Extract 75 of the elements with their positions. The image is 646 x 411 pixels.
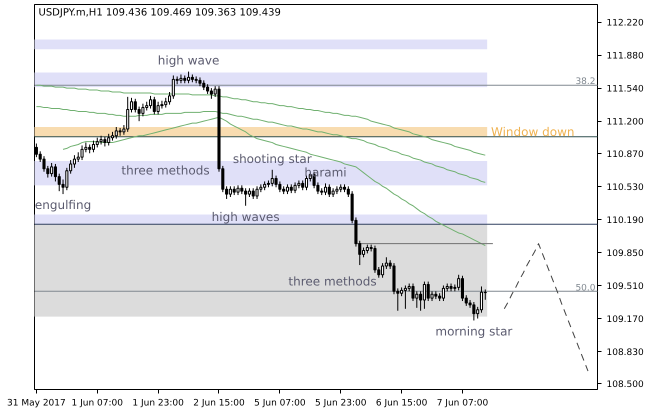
- candlestick: [278, 180, 282, 193]
- candlestick: [328, 184, 331, 198]
- x-tick-label: 31 May 2017: [7, 398, 66, 408]
- y-tick-label: 111.540: [606, 84, 644, 95]
- candlestick: [286, 184, 290, 195]
- y-tick-label: 110.190: [606, 216, 644, 226]
- candlestick: [304, 175, 308, 191]
- annotation: high wave: [158, 54, 220, 68]
- candlestick: [255, 186, 259, 200]
- x-tick-label: 2 Jun 15:00: [193, 398, 245, 408]
- candlestick: [202, 80, 206, 91]
- candlestick: [172, 74, 175, 100]
- x-tick-label: 5 Jun 23:00: [315, 398, 367, 408]
- candlestick: [152, 96, 156, 115]
- x-tick-label: 7 Jun 07:00: [436, 398, 488, 408]
- line-series: [36, 106, 486, 183]
- candlestick: [442, 284, 445, 302]
- candlestick: [301, 180, 304, 191]
- annotation: shooting star: [232, 152, 312, 166]
- annotation: engulfing: [34, 198, 92, 212]
- y-tick-label: 109.510: [606, 282, 644, 292]
- y-tick-label: 112.220: [606, 18, 644, 28]
- candlestick: [373, 245, 377, 274]
- y-tick-label: 109.170: [606, 315, 644, 326]
- y-tick-label: 108.500: [606, 380, 644, 390]
- annotation: 50.0: [575, 283, 596, 294]
- candlestick: [404, 284, 407, 310]
- y-tick-label: 110.530: [606, 182, 644, 193]
- candlestick: [103, 136, 106, 147]
- candlestick: [294, 182, 297, 194]
- x-tick-label: 6 Jun 15:00: [376, 398, 428, 408]
- y-tick-label: 108.830: [606, 348, 644, 358]
- candlestick: [156, 101, 160, 115]
- x-tick-label: 1 Jun 23:00: [132, 398, 184, 408]
- candlestick: [42, 156, 46, 172]
- candlestick: [480, 286, 484, 314]
- candlestick: [252, 188, 255, 200]
- annotation: three methods: [288, 274, 377, 288]
- candlestick: [270, 169, 274, 187]
- candlestick: [426, 281, 430, 302]
- candlestick: [80, 144, 84, 161]
- candlestick: [72, 154, 76, 168]
- annotation: high waves: [212, 210, 280, 224]
- candlestick: [228, 186, 232, 198]
- y-tick-label: 111.200: [606, 118, 644, 128]
- candlestick: [126, 96, 130, 132]
- candlestick: [460, 275, 464, 302]
- candlestick: [236, 184, 240, 196]
- candlestick: [92, 140, 96, 153]
- candlestick: [244, 188, 248, 206]
- annotation: three methods: [121, 164, 210, 178]
- annotation: harami: [304, 165, 347, 180]
- candlestick: [148, 95, 152, 110]
- chart-title: USDJPY.m,H1 109.436 109.469 109.363 109.439: [38, 8, 281, 18]
- candlestick: [422, 281, 426, 310]
- candlestick: [381, 262, 384, 278]
- candlestick: [411, 283, 415, 302]
- y-tick-label: 110.870: [606, 150, 644, 160]
- candlestick: [107, 133, 110, 146]
- candlestick: [324, 182, 328, 196]
- candlestick: [472, 302, 476, 321]
- band-label: Window down: [490, 124, 574, 139]
- y-tick-label: 111.880: [606, 52, 644, 62]
- candlestick: [187, 71, 190, 84]
- annotation: morning star: [435, 324, 512, 338]
- candlestick: [362, 247, 366, 258]
- annotation: 38.2: [575, 77, 596, 88]
- candlestick: [50, 162, 54, 178]
- candlestick: [114, 126, 118, 140]
- y-tick-label: 109.850: [606, 248, 644, 259]
- candlestick: [141, 103, 144, 117]
- x-tick-label: 1 Jun 07:00: [72, 398, 124, 408]
- candlestick: [210, 88, 213, 100]
- x-tick-label: 5 Jun 07:00: [254, 398, 306, 408]
- candlestick: [206, 84, 210, 94]
